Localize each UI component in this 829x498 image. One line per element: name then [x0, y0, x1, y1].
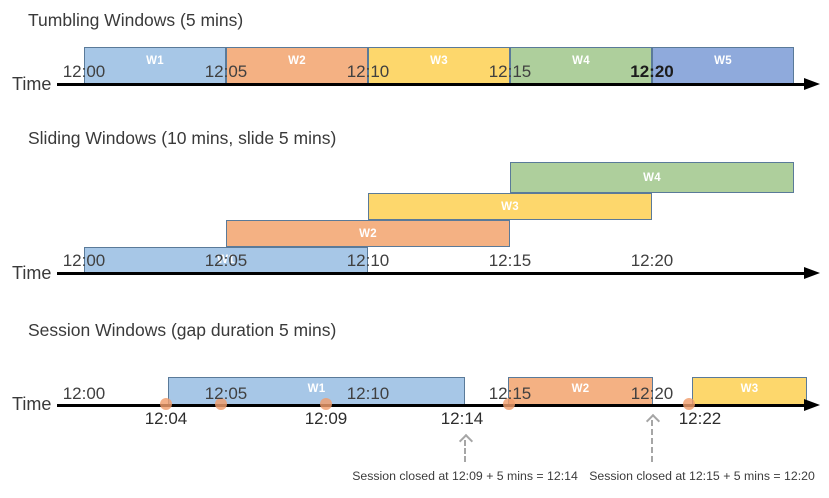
- event-time-label-12-09: 12:09: [304, 409, 348, 428]
- sliding-tick-12-10: 12:10: [346, 251, 390, 270]
- window-label: W4: [643, 171, 661, 184]
- session-closed-annotation-2: Session closed at 12:15 + 5 mins = 12:20: [589, 469, 815, 483]
- sliding-window-w3: W3: [368, 193, 652, 220]
- tumbling-tick-12-05: 12:05: [204, 62, 248, 81]
- session-closed-arrow-icon: [645, 413, 661, 429]
- sliding-tick-12-20: 12:20: [630, 251, 674, 270]
- window-label: W2: [571, 383, 590, 395]
- tumbling-window-w1: W1: [84, 47, 226, 85]
- session-timeline-arrow-icon: [804, 399, 820, 411]
- window-label: W2: [288, 55, 306, 67]
- session-closed-annotation-1: Session closed at 12:09 + 5 mins = 12:14: [352, 469, 578, 483]
- session-tick-12-15: 12:15: [488, 384, 532, 403]
- session-timeline: [57, 404, 807, 407]
- tumbling-tick-12-15: 12:15: [488, 62, 532, 81]
- sliding-window-w4: W4: [510, 162, 794, 193]
- session-closed-arrow-icon: [458, 433, 474, 449]
- tumbling-timeline-arrow-icon: [804, 78, 820, 90]
- sliding-tick-12-15: 12:15: [488, 251, 532, 270]
- window-label: W1: [217, 254, 235, 266]
- window-label: W4: [572, 55, 590, 67]
- tumbling-section-title: Tumbling Windows (5 mins): [28, 10, 244, 30]
- sliding-section-title: Sliding Windows (10 mins, slide 5 mins): [28, 128, 337, 148]
- tumbling-time-axis-label: Time: [12, 74, 52, 94]
- tumbling-tick-12-00: 12:00: [62, 62, 106, 81]
- session-tick-12-20: 12:20: [630, 384, 674, 403]
- tumbling-timeline: [57, 83, 807, 86]
- event-dot-12-09: [320, 398, 332, 410]
- event-dot-12-05: [215, 398, 227, 410]
- session-tick-12-10: 12:10: [346, 384, 390, 403]
- sliding-window-w1: W1: [84, 247, 368, 273]
- tumbling-tick-12-20: 12:20: [630, 62, 674, 81]
- event-dot-12-15: [503, 398, 515, 410]
- tumbling-window-w5: W5: [652, 47, 794, 85]
- window-label: W1: [307, 383, 326, 395]
- window-label: W3: [501, 200, 519, 213]
- sliding-timeline-arrow-icon: [804, 267, 820, 279]
- session-closed-arrow-line: [651, 420, 653, 462]
- session-section-title: Session Windows (gap duration 5 mins): [28, 320, 337, 340]
- event-dot-12-04: [160, 398, 172, 410]
- sliding-tick-12-05: 12:05: [204, 251, 248, 270]
- session-time-axis-label: Time: [12, 394, 52, 414]
- session-closed-arrow-line: [464, 440, 466, 462]
- window-label: W3: [740, 383, 759, 395]
- tumbling-tick-12-10: 12:10: [346, 62, 390, 81]
- event-time-label-12-14: 12:14: [440, 409, 484, 428]
- sliding-window-w2: W2: [226, 220, 510, 247]
- sliding-timeline: [57, 272, 807, 275]
- tumbling-window-w3: W3: [368, 47, 510, 85]
- event-dot-12-22: [683, 398, 695, 410]
- event-time-label-12-04: 12:04: [144, 409, 188, 428]
- session-tick-12-05: 12:05: [204, 384, 248, 403]
- session-window-w3: W3: [692, 377, 807, 405]
- session-tick-12-00: 12:00: [62, 384, 106, 403]
- sliding-time-axis-label: Time: [12, 263, 52, 283]
- session-window-w2: W2: [508, 377, 653, 405]
- window-label: W5: [714, 55, 732, 67]
- window-label: W3: [430, 55, 448, 67]
- window-label: W2: [359, 227, 377, 240]
- window-label: W1: [146, 55, 164, 67]
- event-time-label-12-22: 12:22: [678, 409, 722, 428]
- sliding-tick-12-00: 12:00: [62, 251, 106, 270]
